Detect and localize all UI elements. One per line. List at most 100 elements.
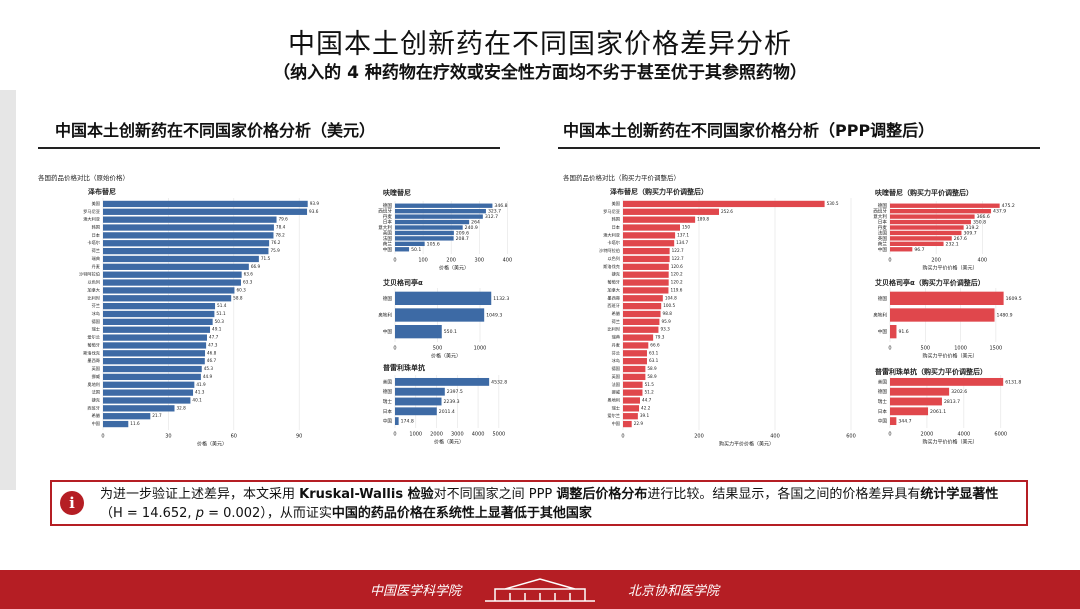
- note-text: 为进一步验证上述差异，本文采用 Kruskal-Wallis 检验对不同国家之间…: [100, 485, 1020, 523]
- data-label: 1609.5: [1006, 296, 1022, 302]
- data-label: 2011.4: [439, 409, 455, 415]
- y-tick-label: 西班牙: [607, 302, 620, 309]
- data-label: 1049.3: [486, 313, 502, 319]
- y-tick-label: 法国: [383, 235, 393, 242]
- y-tick-label: 美国: [878, 378, 888, 385]
- y-tick-label: 日本: [878, 408, 888, 415]
- bar: [890, 397, 942, 406]
- data-label: 319.2: [966, 225, 979, 231]
- y-tick-label: 西班牙: [873, 208, 887, 215]
- bar: [395, 325, 442, 339]
- data-label: 58.9: [647, 366, 657, 371]
- y-tick-label: 中国: [878, 246, 888, 253]
- y-tick-label: 法国: [92, 389, 100, 396]
- data-label: 79.3: [655, 335, 665, 340]
- bar: [103, 326, 211, 333]
- panel-heading: 中国本土创新药在不同国家价格分析（美元）: [55, 121, 376, 140]
- y-tick-label: 瑞典: [92, 255, 100, 262]
- bar: [395, 291, 492, 305]
- note-segment: 中国的药品价格在系统性上显著低于其他国家: [331, 506, 592, 521]
- bar: [395, 308, 485, 322]
- y-tick-label: 日本: [878, 219, 888, 226]
- bar: [103, 295, 232, 302]
- bar: [890, 291, 1004, 305]
- x-tick-label: 60: [231, 434, 237, 440]
- y-tick-label: 挪威: [612, 389, 621, 396]
- bar: [103, 381, 195, 388]
- bar: [623, 365, 646, 373]
- data-label: 63.3: [243, 280, 253, 285]
- bar: [395, 208, 486, 214]
- y-tick-label: 以色列: [87, 279, 100, 286]
- bar: [103, 413, 151, 420]
- y-tick-label: 奥地利: [87, 381, 100, 388]
- y-tick-label: 德国: [878, 202, 888, 209]
- y-tick-label: 澳大利亚: [83, 216, 100, 223]
- y-tick-label: 丹麦: [878, 224, 888, 231]
- y-tick-label: 德国: [383, 295, 393, 302]
- x-axis-label: 购买力平价价格（美元）: [922, 353, 977, 360]
- bar: [623, 350, 647, 357]
- bar: [395, 397, 442, 406]
- chart-title: 艾贝格司亭α: [383, 278, 423, 287]
- data-label: 41.3: [195, 390, 205, 395]
- y-tick-label: 希腊: [612, 310, 621, 317]
- x-tick-label: 5000: [492, 432, 505, 438]
- bar: [103, 318, 213, 326]
- x-tick-label: 0: [101, 434, 104, 440]
- x-axis-label: 购买力平价价格（美元）: [719, 441, 774, 448]
- data-label: 60.3: [236, 287, 246, 292]
- data-label: 51.2: [644, 390, 654, 395]
- x-tick-label: 0: [888, 346, 891, 352]
- y-tick-label: 瑞典: [612, 334, 620, 341]
- y-tick-label: 丹麦: [612, 341, 621, 348]
- x-tick-label: 400: [978, 258, 988, 264]
- y-tick-label: 卡塔尔: [87, 239, 100, 246]
- data-label: 134.7: [676, 240, 688, 245]
- y-tick-label: 日本: [383, 408, 393, 415]
- data-label: 91.6: [898, 329, 908, 335]
- y-tick-label: 西班牙: [87, 404, 100, 411]
- y-tick-label: 中国: [878, 418, 888, 425]
- bar: [623, 405, 640, 412]
- y-tick-label: 罗马尼亚: [603, 208, 620, 215]
- y-tick-label: 墨西哥: [87, 358, 100, 364]
- data-label: 2239.3: [444, 399, 460, 405]
- y-tick-label: 意大利: [873, 213, 887, 220]
- data-label: 2397.5: [447, 389, 463, 395]
- footer-right: 北京协和医学院: [628, 584, 720, 599]
- side-strip: [0, 90, 16, 490]
- data-label: 475.2: [1002, 203, 1015, 209]
- y-tick-label: 芬兰: [612, 349, 620, 356]
- y-tick-label: 中国: [92, 420, 100, 427]
- data-label: 189.8: [697, 217, 709, 222]
- y-tick-label: 沙特阿拉伯: [599, 247, 620, 254]
- slide-title: 中国本土创新药在不同国家价格差异分析: [288, 29, 792, 60]
- bar: [395, 236, 454, 241]
- y-tick-label: 法国: [612, 381, 620, 388]
- panel-rule: [38, 147, 500, 149]
- data-label: 47.3: [208, 342, 218, 347]
- chart-title: 呋喹替尼（购买力平价调整后）: [875, 188, 973, 197]
- data-label: 122.7: [672, 256, 684, 261]
- x-tick-label: 200: [446, 258, 456, 264]
- bar: [103, 342, 207, 349]
- data-label: 63.1: [649, 358, 659, 363]
- bar: [103, 302, 216, 310]
- data-label: 40.1: [192, 397, 202, 402]
- footer: 中国医学科学院 北京协和医学院: [0, 570, 1080, 609]
- x-axis-label: 购买力平价价格（美元）: [922, 265, 977, 272]
- data-label: 4532.8: [491, 379, 507, 385]
- bar: [623, 413, 638, 420]
- data-label: 150: [682, 225, 690, 230]
- charts: 各国药品价格对比（原始价格） 各国药品价格对比（购买力平价调整后） 泽布替尼 0 3…: [38, 173, 1022, 448]
- bar: [103, 389, 194, 396]
- data-label: 41.9: [196, 382, 206, 387]
- y-tick-label: 中国: [383, 246, 393, 253]
- chart-title: 泽布替尼（购买力平价调整后）: [610, 187, 708, 196]
- bar: [103, 373, 201, 381]
- y-tick-label: 奥地利: [873, 312, 887, 319]
- data-label: 22.9: [634, 421, 644, 426]
- bar: [103, 255, 259, 263]
- y-tick-label: 荷兰: [383, 240, 393, 247]
